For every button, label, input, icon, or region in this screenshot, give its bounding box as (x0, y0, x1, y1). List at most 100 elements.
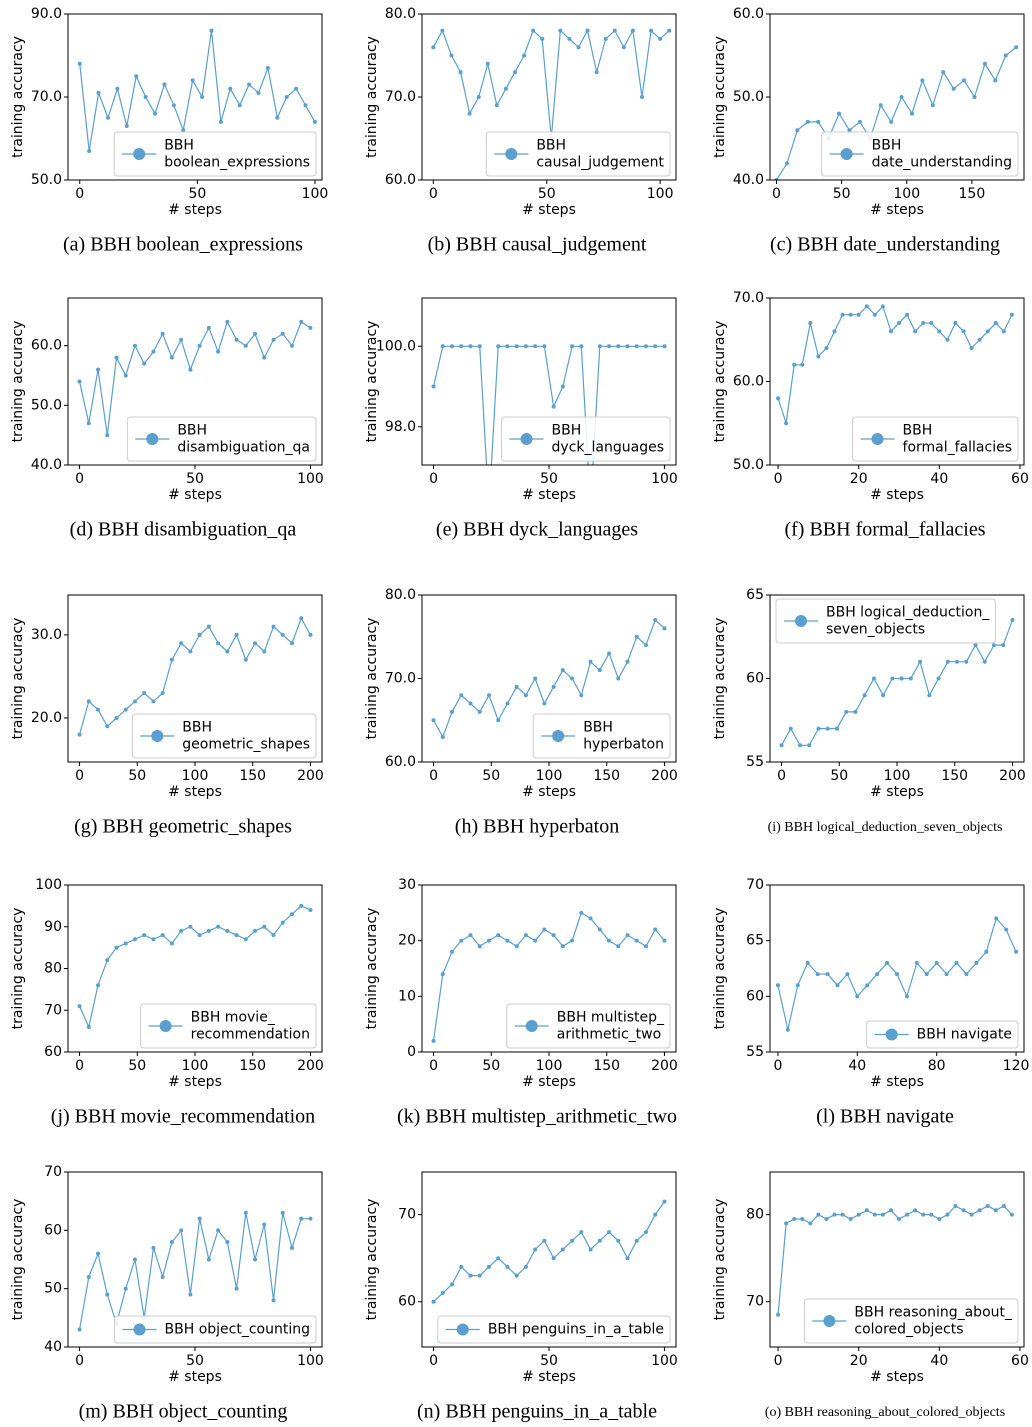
y-tick-label: 80.0 (385, 6, 416, 22)
x-tick-label: 40 (848, 1058, 866, 1074)
point (807, 743, 812, 748)
x-tick-label: 50 (186, 1353, 204, 1369)
series (77, 28, 317, 153)
point (151, 937, 156, 942)
point (496, 933, 501, 938)
line (433, 619, 665, 739)
point (514, 1273, 519, 1278)
point (123, 707, 128, 712)
point (188, 367, 193, 372)
panel: 60 70 80 90 100 0 50 100 150 200 # steps training a… (10, 877, 324, 1128)
point (216, 349, 221, 354)
point (607, 344, 612, 349)
plot-frame (769, 13, 1025, 181)
legend-marker (505, 148, 518, 160)
legend: BBH movie_ recommendation (140, 1003, 317, 1049)
y-axis-label: training accuracy (712, 36, 728, 158)
point (142, 361, 147, 366)
y-tick-label: 70 (398, 1207, 416, 1223)
point (308, 1216, 313, 1221)
point (937, 1217, 942, 1222)
point (899, 676, 904, 681)
y-tick-label: 70 (746, 1294, 764, 1310)
point (993, 1208, 998, 1213)
x-tick-label: 200 (999, 768, 1026, 784)
point (151, 699, 156, 704)
x-tick-label: 120 (1003, 1058, 1030, 1074)
point (289, 1245, 294, 1250)
point (540, 36, 545, 41)
point (132, 699, 137, 704)
point (905, 312, 910, 317)
point (908, 676, 913, 681)
legend-box (852, 416, 1019, 462)
point (890, 676, 895, 681)
point (467, 111, 472, 116)
point (864, 304, 869, 309)
y-tick-label: 90 (44, 919, 62, 935)
point (784, 161, 789, 166)
point (816, 1212, 821, 1217)
legend: BBH hyperbaton (532, 713, 671, 759)
y-tick-label: 50.0 (733, 89, 764, 105)
panel: 0 10 20 30 0 50 100 150 200 # steps training accur… (364, 877, 678, 1128)
series (431, 28, 672, 141)
x-axis-label: # steps (522, 487, 576, 503)
point (169, 1240, 174, 1244)
legend-box (532, 713, 671, 759)
series (779, 618, 1015, 748)
series (77, 1210, 313, 1332)
x-axis-label: # steps (168, 1369, 222, 1385)
point (533, 1247, 538, 1252)
point (927, 693, 932, 698)
point (934, 960, 939, 965)
point (634, 634, 639, 639)
plot-frame (67, 884, 323, 1053)
caption: (d) BBH disambiguation_qa (70, 519, 297, 541)
point (440, 972, 445, 977)
plot-frame (67, 594, 323, 763)
point (431, 45, 436, 50)
point (825, 972, 830, 977)
point (955, 659, 960, 664)
legend: BBH boolean_expressions (113, 131, 317, 177)
y-tick-label: 30 (398, 877, 416, 893)
x-tick-label: 100 (182, 768, 209, 784)
legend: BBH formal_fallacies (852, 416, 1019, 462)
y-axis-label: training accuracy (364, 36, 380, 158)
plot-frame (421, 13, 677, 181)
x-tick-label: 100 (182, 1058, 209, 1074)
point (643, 643, 648, 648)
point (160, 933, 165, 938)
plot-frame (421, 594, 677, 763)
x-tick-label: 0 (75, 768, 84, 784)
y-tick-label: 60 (44, 1044, 62, 1060)
series (776, 1203, 1014, 1317)
x-tick-label: 0 (429, 1058, 438, 1074)
point (459, 344, 464, 349)
point (1003, 53, 1008, 58)
point (816, 726, 821, 731)
point (784, 1221, 789, 1226)
point (225, 319, 230, 324)
point (486, 938, 491, 943)
point (486, 693, 491, 698)
point (243, 657, 248, 662)
point (262, 1222, 267, 1227)
point (123, 373, 128, 378)
legend-marker (525, 1020, 538, 1032)
x-tick-label: 100 (302, 186, 329, 202)
point (653, 344, 658, 349)
point (929, 1212, 934, 1217)
point (179, 928, 184, 933)
plot-frame (769, 884, 1025, 1053)
point (124, 124, 129, 129)
x-tick-label: 0 (774, 471, 783, 487)
point (225, 1240, 230, 1244)
legend-marker (146, 433, 159, 445)
point (77, 732, 82, 737)
legend-label: BBH penguins_in_a_table (488, 1322, 664, 1338)
point (913, 329, 918, 334)
y-tick-label: 60.0 (733, 6, 764, 22)
y-tick-label: 50.0 (31, 172, 62, 188)
